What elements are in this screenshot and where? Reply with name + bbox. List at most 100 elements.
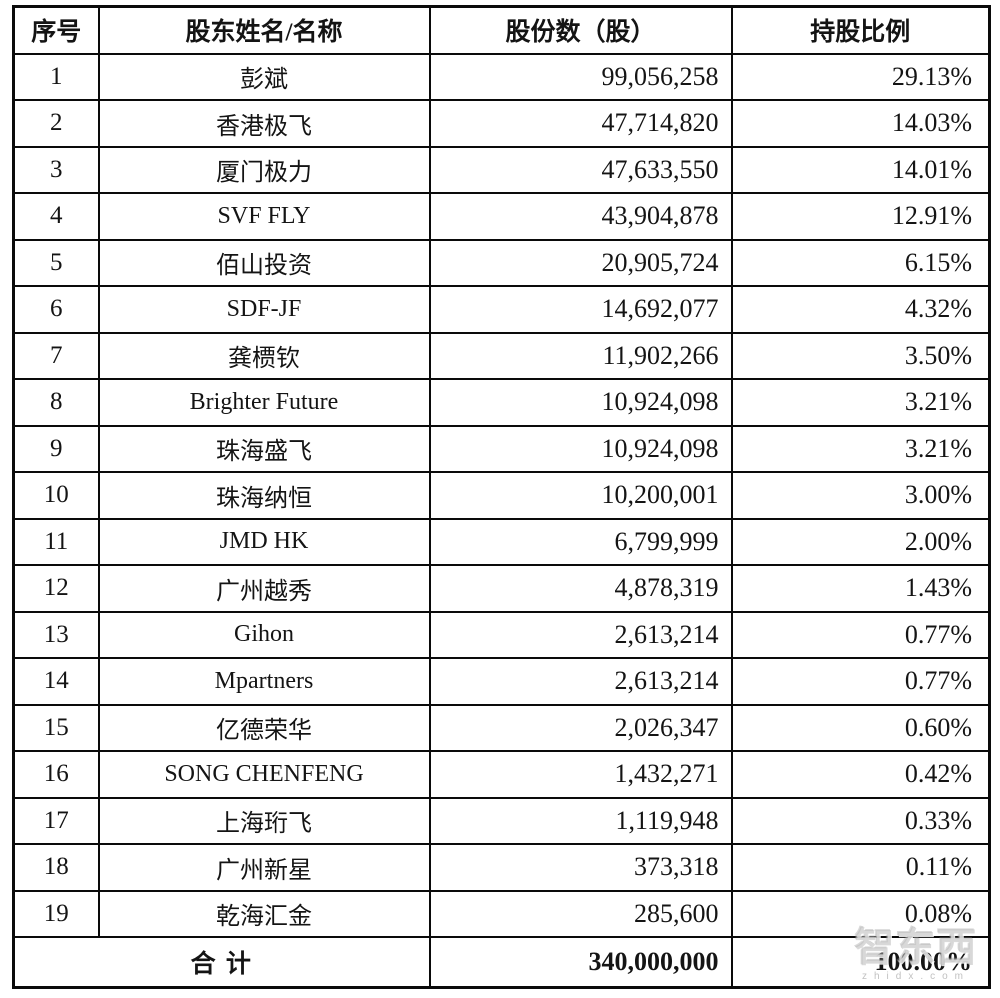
shares-cell: 6,799,999 <box>428 517 733 566</box>
shares-cell: 10,924,098 <box>428 378 733 427</box>
shareholder-name-cell: 珠海纳恒 <box>97 471 431 520</box>
row-index-cell: 2 <box>12 99 100 148</box>
table-row: 6 SDF-JF 14,692,077 4.32% <box>12 285 991 334</box>
total-row: 合 计 340,000,000 100.00% <box>12 936 991 988</box>
shareholder-name-cell: 厦门极力 <box>97 145 431 194</box>
ratio-cell: 0.77% <box>730 610 991 659</box>
shares-cell: 1,119,948 <box>428 796 733 845</box>
table-row: 11 JMD HK 6,799,999 2.00% <box>12 517 991 566</box>
table-row: 5 佰山投资 20,905,724 6.15% <box>12 238 991 287</box>
table-row: 14 Mpartners 2,613,214 0.77% <box>12 657 991 706</box>
shareholder-name-cell: Brighter Future <box>97 378 431 427</box>
table-row: 19 乾海汇金 285,600 0.08% <box>12 889 991 938</box>
shareholder-name-cell: Gihon <box>97 610 431 659</box>
ratio-cell: 2.00% <box>730 517 991 566</box>
ratio-cell: 4.32% <box>730 285 991 334</box>
shareholder-name-cell: 珠海盛飞 <box>97 424 431 473</box>
shares-cell: 99,056,258 <box>428 52 733 101</box>
row-index-cell: 14 <box>12 657 100 706</box>
total-shares-cell: 340,000,000 <box>428 936 733 988</box>
header-ratio: 持股比例 <box>730 5 991 55</box>
shares-cell: 4,878,319 <box>428 564 733 613</box>
row-index-cell: 12 <box>12 564 100 613</box>
shares-cell: 2,026,347 <box>428 703 733 752</box>
shares-cell: 11,902,266 <box>428 331 733 380</box>
table-row: 15 亿德荣华 2,026,347 0.60% <box>12 703 991 752</box>
row-index-cell: 3 <box>12 145 100 194</box>
ratio-cell: 3.21% <box>730 424 991 473</box>
shareholder-name-cell: SONG CHENFENG <box>97 750 431 799</box>
row-index-cell: 1 <box>12 52 100 101</box>
shareholder-name-cell: 龚槚钦 <box>97 331 431 380</box>
table-body: 1 彭斌 99,056,258 29.13% 2 香港极飞 47,714,820… <box>12 52 991 938</box>
shareholder-name-cell: 彭斌 <box>97 52 431 101</box>
ratio-cell: 6.15% <box>730 238 991 287</box>
table-row: 9 珠海盛飞 10,924,098 3.21% <box>12 424 991 473</box>
ratio-cell: 14.01% <box>730 145 991 194</box>
row-index-cell: 7 <box>12 331 100 380</box>
table-row: 2 香港极飞 47,714,820 14.03% <box>12 99 991 148</box>
table-row: 13 Gihon 2,613,214 0.77% <box>12 610 991 659</box>
row-index-cell: 11 <box>12 517 100 566</box>
shares-cell: 1,432,271 <box>428 750 733 799</box>
ratio-cell: 0.33% <box>730 796 991 845</box>
row-index-cell: 9 <box>12 424 100 473</box>
shares-cell: 2,613,214 <box>428 610 733 659</box>
shares-cell: 47,633,550 <box>428 145 733 194</box>
shares-cell: 373,318 <box>428 843 733 892</box>
shares-cell: 2,613,214 <box>428 657 733 706</box>
ratio-cell: 0.11% <box>730 843 991 892</box>
shareholder-name-cell: 上海珩飞 <box>97 796 431 845</box>
header-row: 序号 股东姓名/名称 股份数（股） 持股比例 <box>12 5 991 55</box>
table-row: 10 珠海纳恒 10,200,001 3.00% <box>12 471 991 520</box>
ratio-cell: 0.42% <box>730 750 991 799</box>
shareholder-name-cell: 广州新星 <box>97 843 431 892</box>
table-row: 4 SVF FLY 43,904,878 12.91% <box>12 192 991 241</box>
shares-cell: 10,200,001 <box>428 471 733 520</box>
ratio-cell: 3.00% <box>730 471 991 520</box>
shareholder-name-cell: Mpartners <box>97 657 431 706</box>
total-ratio-cell: 100.00% <box>730 936 991 988</box>
table-row: 16 SONG CHENFENG 1,432,271 0.42% <box>12 750 991 799</box>
shareholder-name-cell: 亿德荣华 <box>97 703 431 752</box>
row-index-cell: 8 <box>12 378 100 427</box>
row-index-cell: 4 <box>12 192 100 241</box>
ratio-cell: 0.60% <box>730 703 991 752</box>
table-row: 7 龚槚钦 11,902,266 3.50% <box>12 331 991 380</box>
shareholder-name-cell: JMD HK <box>97 517 431 566</box>
ratio-cell: 3.50% <box>730 331 991 380</box>
table-row: 18 广州新星 373,318 0.11% <box>12 843 991 892</box>
row-index-cell: 6 <box>12 285 100 334</box>
ratio-cell: 0.77% <box>730 657 991 706</box>
row-index-cell: 15 <box>12 703 100 752</box>
shareholder-name-cell: 香港极飞 <box>97 99 431 148</box>
shares-cell: 14,692,077 <box>428 285 733 334</box>
row-index-cell: 10 <box>12 471 100 520</box>
row-index-cell: 13 <box>12 610 100 659</box>
shares-cell: 43,904,878 <box>428 192 733 241</box>
header-name: 股东姓名/名称 <box>97 5 431 55</box>
shareholder-name-cell: SDF-JF <box>97 285 431 334</box>
row-index-cell: 17 <box>12 796 100 845</box>
row-index-cell: 5 <box>12 238 100 287</box>
shareholder-name-cell: 广州越秀 <box>97 564 431 613</box>
shares-cell: 285,600 <box>428 889 733 938</box>
shares-cell: 20,905,724 <box>428 238 733 287</box>
shareholder-table: 序号 股东姓名/名称 股份数（股） 持股比例 1 彭斌 99,056,258 2… <box>12 5 991 989</box>
ratio-cell: 14.03% <box>730 99 991 148</box>
table-row: 1 彭斌 99,056,258 29.13% <box>12 52 991 101</box>
ratio-cell: 1.43% <box>730 564 991 613</box>
table-row: 3 厦门极力 47,633,550 14.01% <box>12 145 991 194</box>
table-row: 17 上海珩飞 1,119,948 0.33% <box>12 796 991 845</box>
shares-cell: 10,924,098 <box>428 424 733 473</box>
header-index: 序号 <box>12 5 100 55</box>
header-shares: 股份数（股） <box>428 5 733 55</box>
shareholder-name-cell: SVF FLY <box>97 192 431 241</box>
ratio-cell: 12.91% <box>730 192 991 241</box>
row-index-cell: 16 <box>12 750 100 799</box>
table-row: 12 广州越秀 4,878,319 1.43% <box>12 564 991 613</box>
ratio-cell: 3.21% <box>730 378 991 427</box>
table-row: 8 Brighter Future 10,924,098 3.21% <box>12 378 991 427</box>
